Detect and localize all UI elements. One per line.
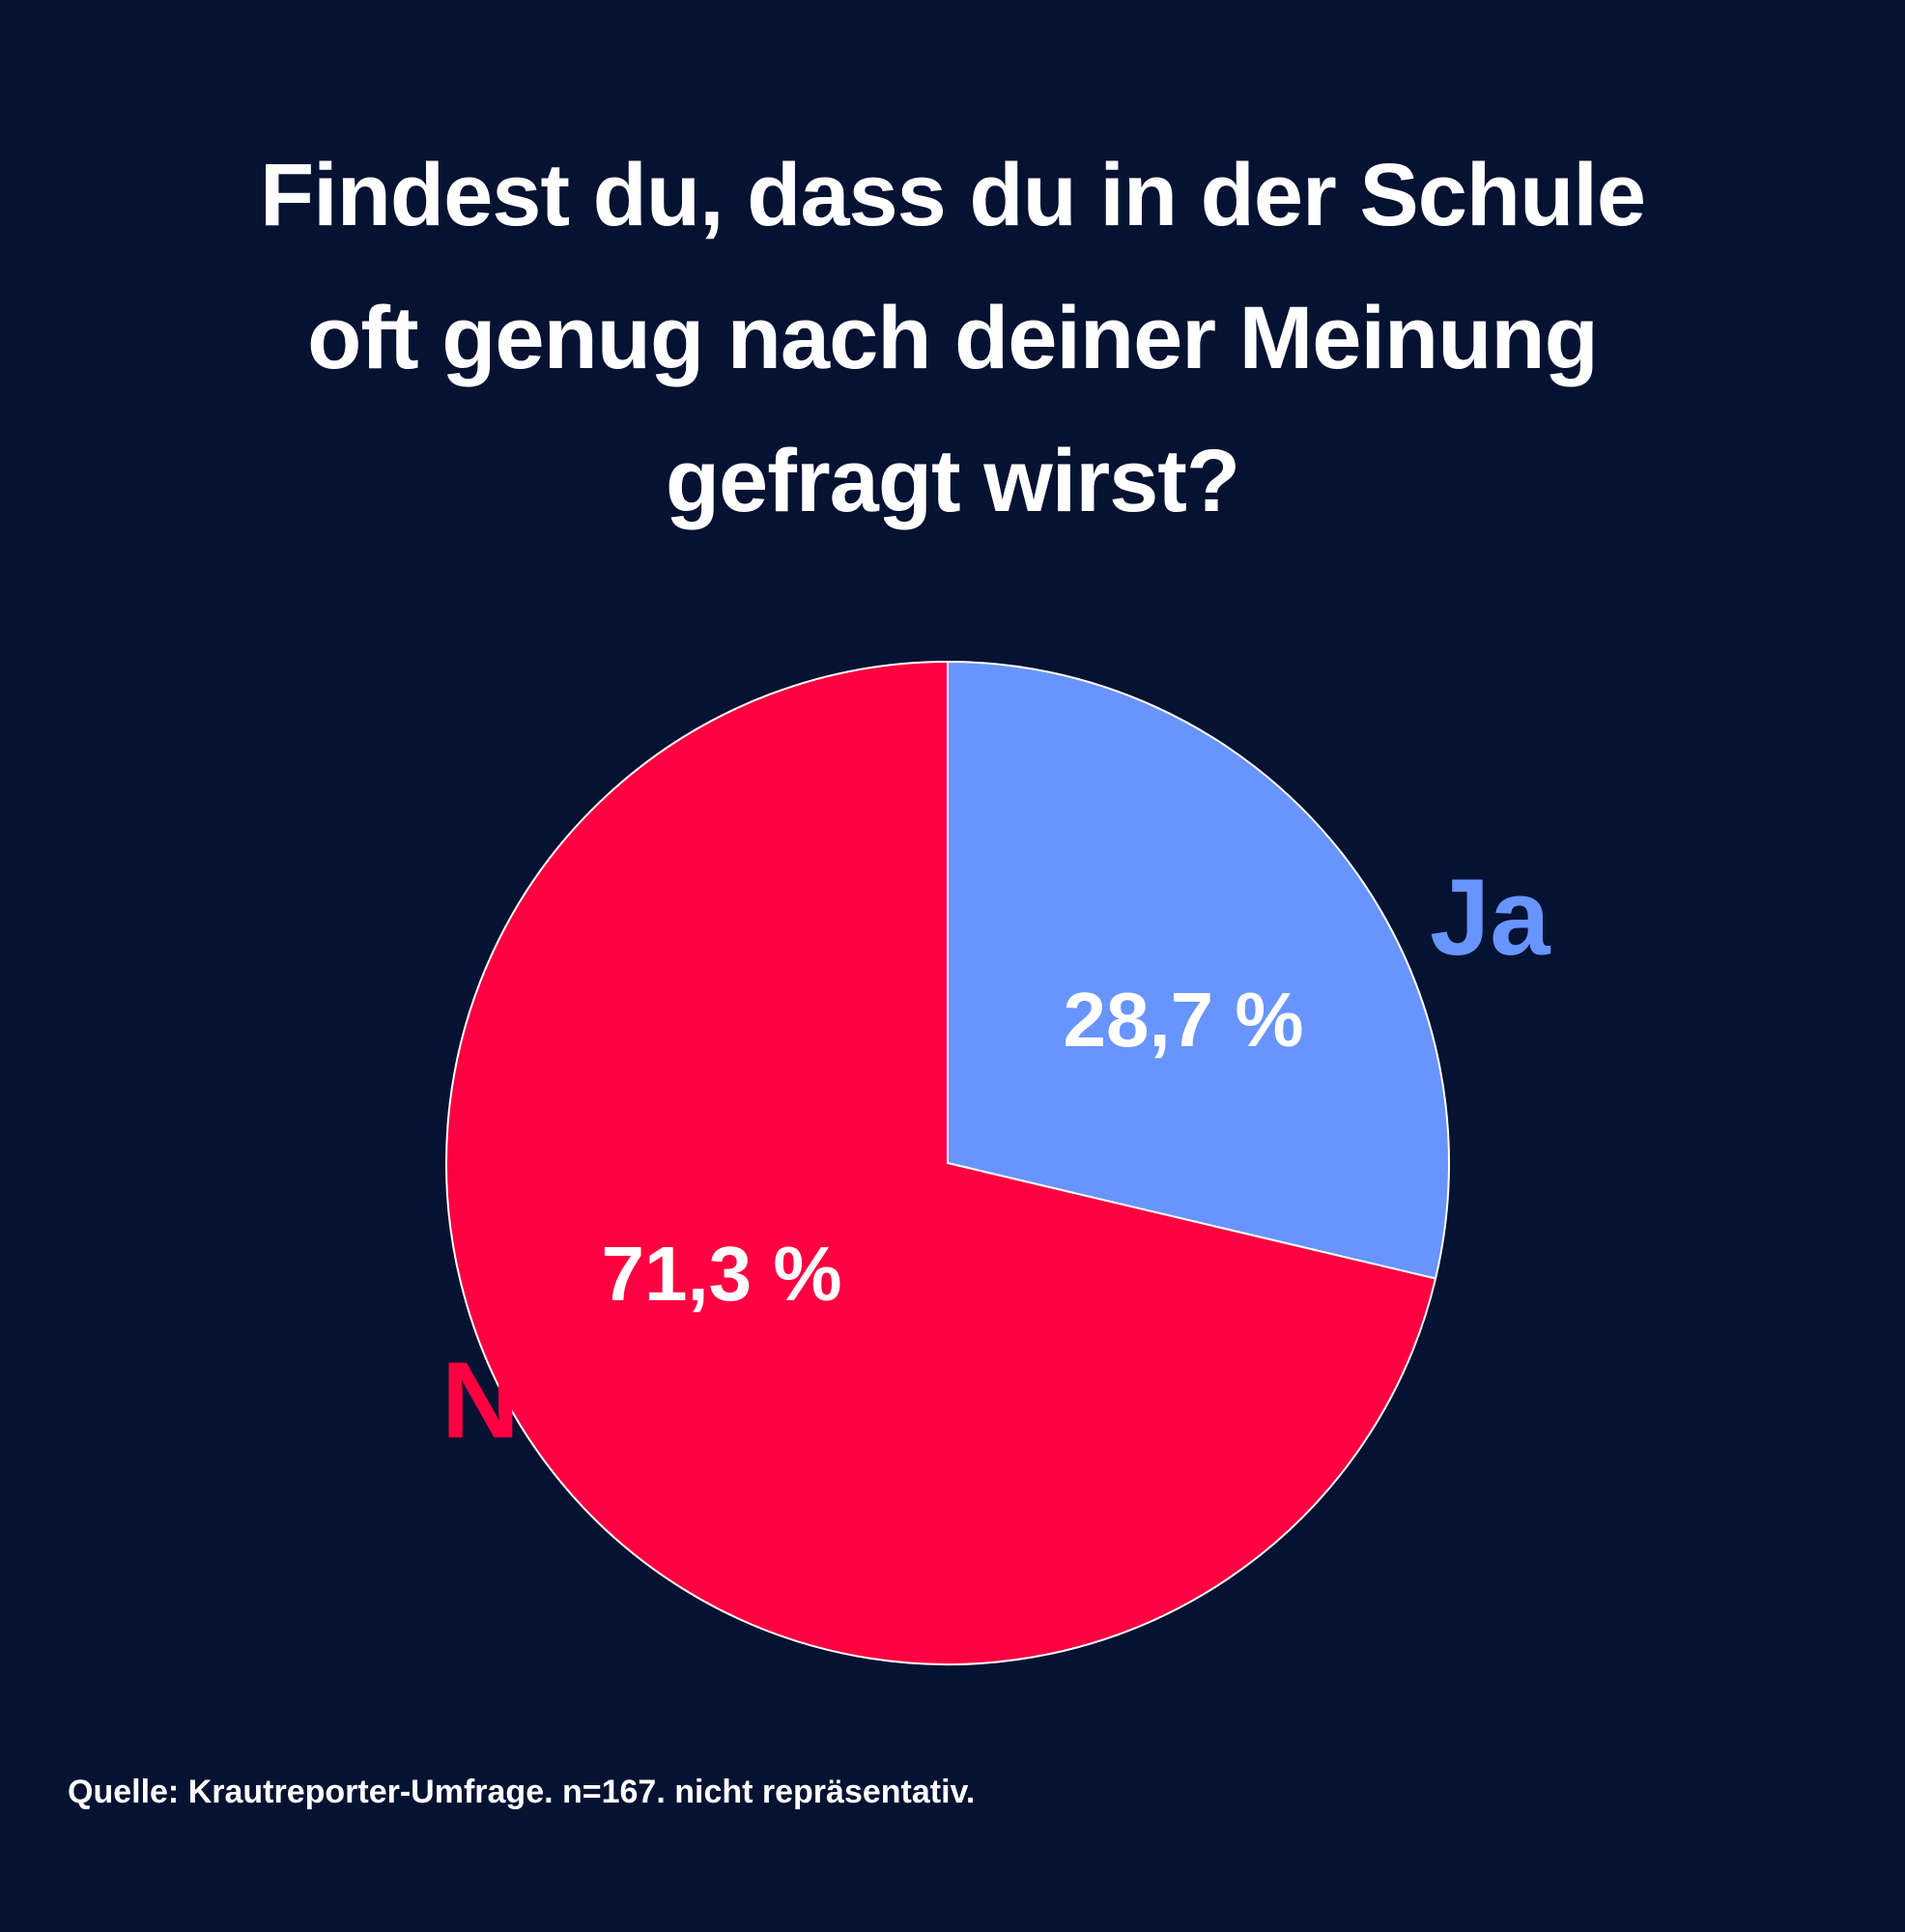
pie-slice-ja-percent: 28,7 % [1063, 977, 1303, 1063]
pie-slice-nein [445, 661, 1437, 1665]
title-line-1: Findest du, dass du in der Schule [259, 146, 1646, 244]
pie-slice-nein-percent: 71,3 % [601, 1231, 841, 1317]
title-line-3: gefragt wirst? [665, 432, 1240, 530]
pie-slice-ja-label: Ja [1430, 857, 1550, 978]
pie-slice-ja [947, 661, 1450, 1280]
source-note: Quelle: Krautreporter-Umfrage. n=167. ni… [68, 1774, 976, 1810]
pie-slice-nein-label: Nein [441, 1340, 676, 1461]
title-line-2: oft genug nach deiner Meinung [307, 289, 1599, 387]
chart-title: Findest du, dass du in der Schule oft ge… [0, 124, 1905, 553]
